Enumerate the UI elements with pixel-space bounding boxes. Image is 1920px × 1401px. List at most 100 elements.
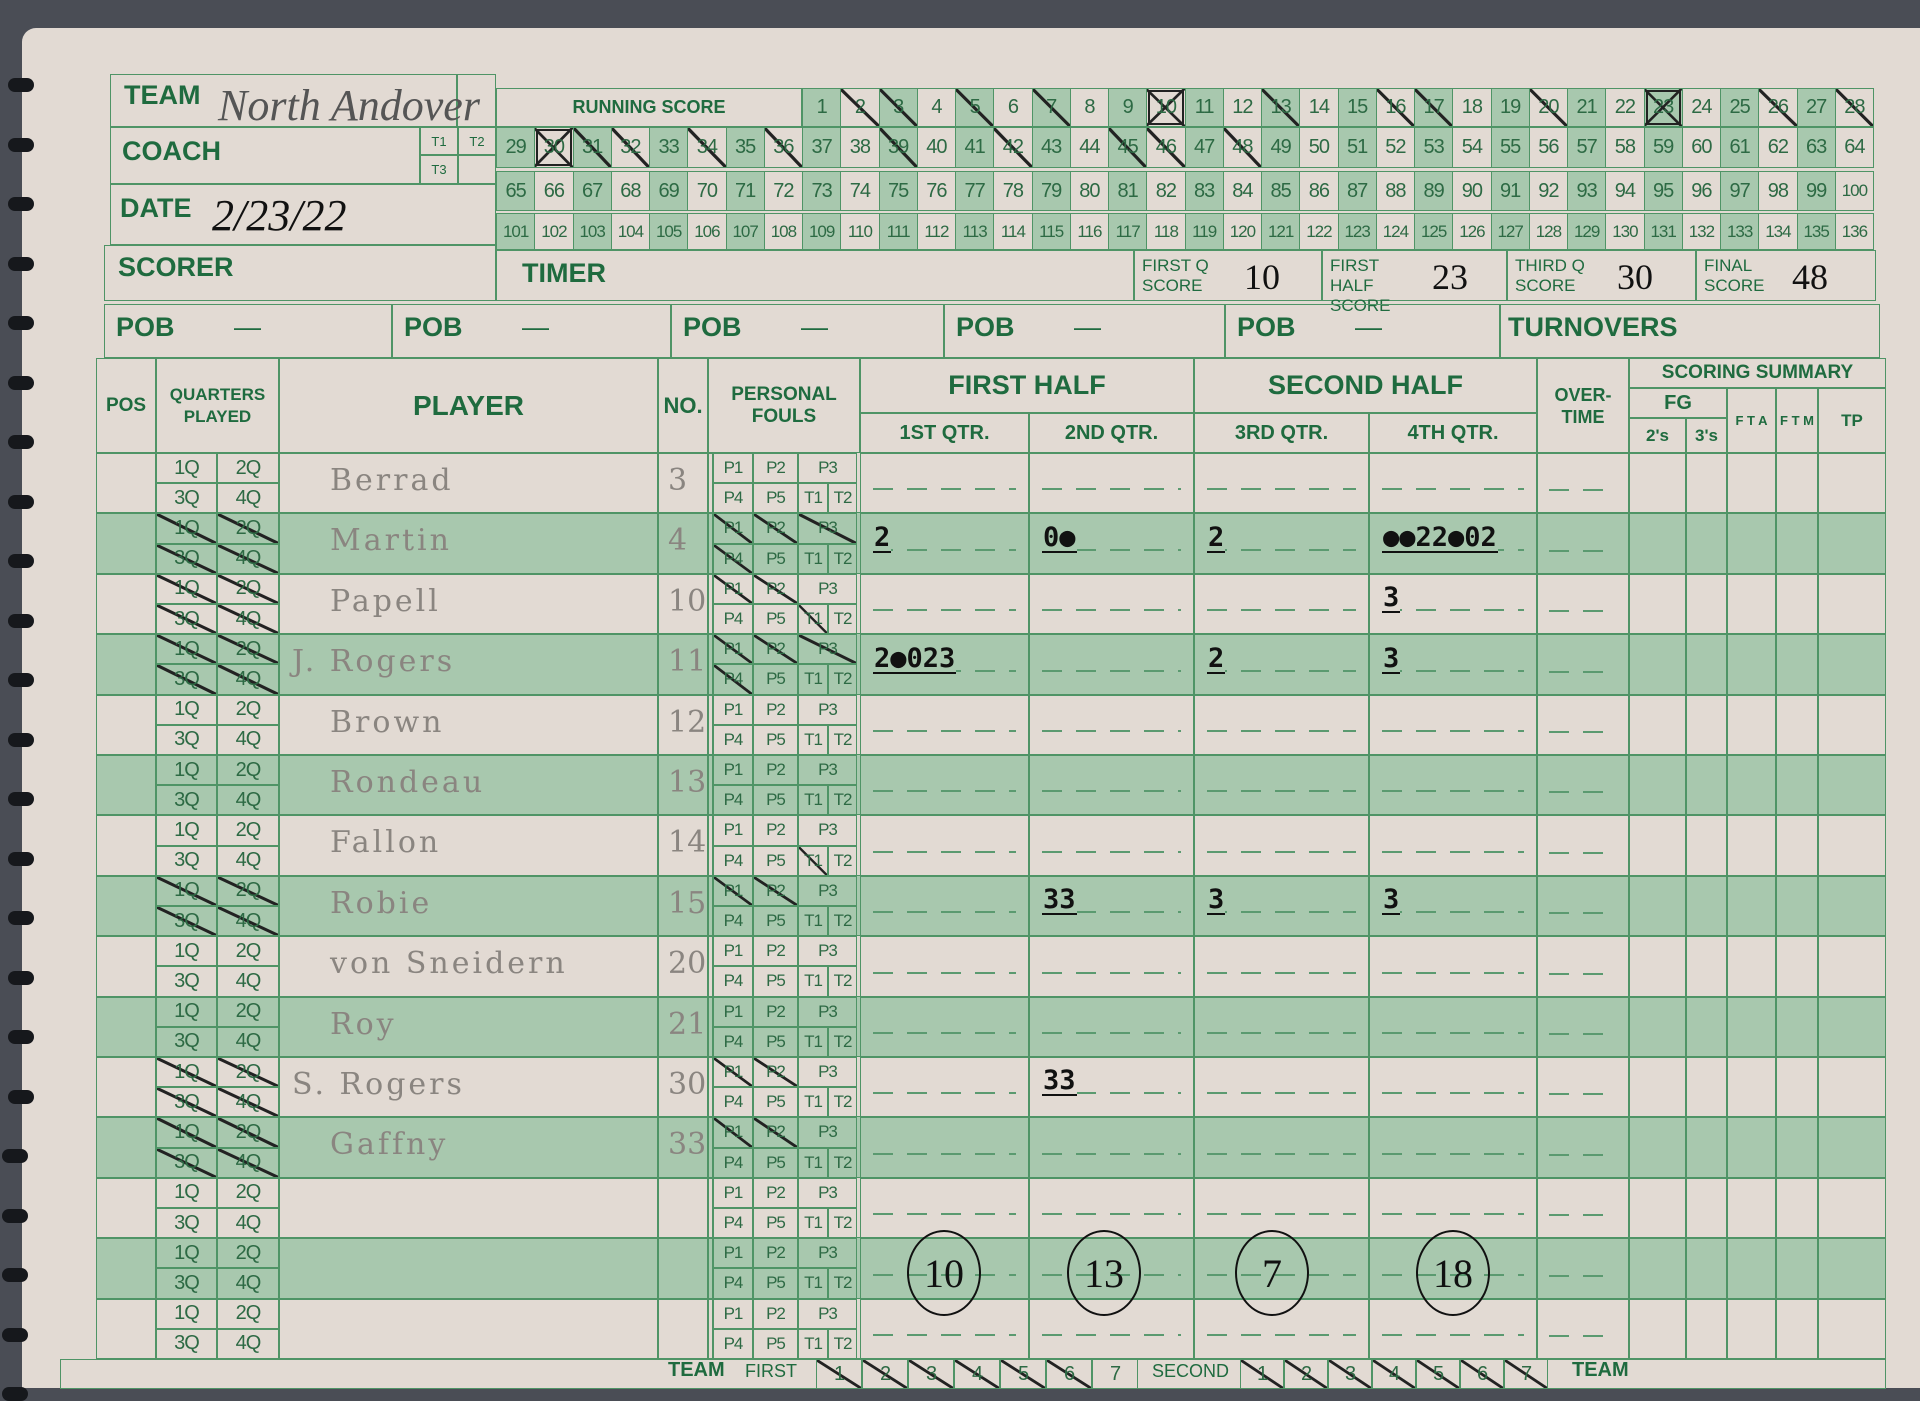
running-score-cell[interactable]: 63 bbox=[1796, 127, 1836, 168]
running-score-cell[interactable]: 48 bbox=[1222, 127, 1262, 168]
running-score-cell[interactable]: 27 bbox=[1796, 88, 1836, 127]
quarter-score-cell[interactable] bbox=[1369, 936, 1537, 997]
foul-P3[interactable]: P3 bbox=[798, 1057, 857, 1088]
quarter-score-cell[interactable] bbox=[1029, 755, 1194, 816]
running-score-cell[interactable]: 106 bbox=[687, 213, 727, 250]
running-score-cell[interactable]: 13 bbox=[1261, 88, 1301, 127]
foul-P3[interactable]: P3 bbox=[798, 875, 857, 906]
foul-T2[interactable]: T2 bbox=[828, 1268, 857, 1299]
running-score-cell[interactable]: 58 bbox=[1605, 127, 1645, 168]
running-score-cell[interactable]: 82 bbox=[1146, 171, 1186, 211]
running-score-cell[interactable]: 6 bbox=[993, 88, 1033, 127]
quarter-played-1Q[interactable]: 1Q bbox=[156, 634, 217, 665]
quarter-played-3Q[interactable]: 3Q bbox=[156, 1026, 217, 1057]
foul-P4[interactable]: P4 bbox=[713, 785, 753, 816]
quarter-played-2Q[interactable]: 2Q bbox=[217, 694, 279, 725]
quarter-score-cell[interactable] bbox=[860, 996, 1029, 1057]
running-score-cell[interactable]: 74 bbox=[840, 171, 880, 211]
quarter-played-1Q[interactable]: 1Q bbox=[156, 694, 217, 725]
team-foul-second-6[interactable]: 6 bbox=[1460, 1359, 1504, 1389]
running-score-cell[interactable]: 112 bbox=[916, 213, 956, 250]
running-score-cell[interactable]: 30 bbox=[534, 127, 574, 168]
quarter-score-cell[interactable]: 3 bbox=[1369, 634, 1537, 695]
quarter-played-1Q[interactable]: 1Q bbox=[156, 755, 217, 786]
quarter-score-cell[interactable] bbox=[860, 815, 1029, 876]
running-score-cell[interactable]: 113 bbox=[955, 213, 995, 250]
quarter-score-cell[interactable] bbox=[1369, 815, 1537, 876]
running-score-cell[interactable]: 64 bbox=[1834, 127, 1874, 168]
foul-P3[interactable]: P3 bbox=[798, 573, 857, 604]
quarter-played-2Q[interactable]: 2Q bbox=[217, 755, 279, 786]
running-score-cell[interactable]: 38 bbox=[840, 127, 880, 168]
running-score-cell[interactable]: 1 bbox=[802, 88, 842, 127]
quarter-score-cell[interactable] bbox=[860, 453, 1029, 514]
quarter-score-cell[interactable] bbox=[1029, 694, 1194, 755]
quarter-played-3Q[interactable]: 3Q bbox=[156, 543, 217, 574]
foul-P2[interactable]: P2 bbox=[753, 996, 798, 1027]
foul-T2[interactable]: T2 bbox=[828, 1026, 857, 1057]
foul-P2[interactable]: P2 bbox=[753, 513, 798, 544]
running-score-cell[interactable]: 26 bbox=[1758, 88, 1798, 127]
quarter-played-2Q[interactable]: 2Q bbox=[217, 996, 279, 1027]
running-score-cell[interactable]: 68 bbox=[610, 171, 650, 211]
quarter-score-cell[interactable]: 2 bbox=[1194, 513, 1369, 574]
foul-T1[interactable]: T1 bbox=[798, 604, 828, 635]
foul-P2[interactable]: P2 bbox=[753, 1298, 798, 1329]
quarter-played-3Q[interactable]: 3Q bbox=[156, 1268, 217, 1299]
running-score-cell[interactable]: 11 bbox=[1184, 88, 1224, 127]
foul-P2[interactable]: P2 bbox=[753, 755, 798, 786]
quarter-score-cell[interactable] bbox=[860, 875, 1029, 937]
foul-P1[interactable]: P1 bbox=[713, 1057, 753, 1088]
quarter-played-3Q[interactable]: 3Q bbox=[156, 1147, 217, 1178]
foul-T2[interactable]: T2 bbox=[828, 664, 857, 695]
foul-P3[interactable]: P3 bbox=[798, 694, 857, 725]
running-score-cell[interactable]: 81 bbox=[1108, 171, 1148, 211]
running-score-cell[interactable]: 115 bbox=[1031, 213, 1071, 250]
foul-P5[interactable]: P5 bbox=[753, 906, 798, 937]
running-score-cell[interactable]: 8 bbox=[1069, 88, 1109, 127]
running-score-cell[interactable]: 46 bbox=[1146, 127, 1186, 168]
running-score-cell[interactable]: 120 bbox=[1222, 213, 1262, 250]
quarter-played-2Q[interactable]: 2Q bbox=[217, 1117, 279, 1148]
foul-T1[interactable]: T1 bbox=[798, 1208, 828, 1239]
running-score-cell[interactable]: 80 bbox=[1069, 171, 1109, 211]
team-foul-first-6[interactable]: 6 bbox=[1046, 1359, 1092, 1389]
team-foul-second-2[interactable]: 2 bbox=[1284, 1359, 1328, 1389]
running-score-cell[interactable]: 75 bbox=[878, 171, 918, 211]
quarter-score-cell[interactable]: 2 bbox=[860, 513, 1029, 574]
quarter-played-4Q[interactable]: 4Q bbox=[217, 543, 279, 574]
running-score-cell[interactable]: 44 bbox=[1069, 127, 1109, 168]
running-score-cell[interactable]: 39 bbox=[878, 127, 918, 168]
foul-T1[interactable]: T1 bbox=[798, 724, 828, 755]
quarter-played-3Q[interactable]: 3Q bbox=[156, 604, 217, 635]
foul-T2[interactable]: T2 bbox=[828, 1328, 857, 1359]
foul-P4[interactable]: P4 bbox=[713, 1268, 753, 1299]
running-score-cell[interactable]: 19 bbox=[1490, 88, 1530, 127]
foul-P4[interactable]: P4 bbox=[713, 483, 753, 514]
running-score-cell[interactable]: 22 bbox=[1605, 88, 1645, 127]
quarter-played-4Q[interactable]: 4Q bbox=[217, 845, 279, 876]
quarter-played-4Q[interactable]: 4Q bbox=[217, 604, 279, 635]
running-score-cell[interactable]: 104 bbox=[610, 213, 650, 250]
quarter-score-cell[interactable] bbox=[1369, 694, 1537, 755]
quarter-score-cell[interactable]: 3 bbox=[1369, 875, 1537, 937]
running-score-cell[interactable]: 2 bbox=[840, 88, 880, 127]
running-score-cell[interactable]: 21 bbox=[1567, 88, 1607, 127]
foul-T2[interactable]: T2 bbox=[828, 604, 857, 635]
running-score-cell[interactable]: 110 bbox=[840, 213, 880, 250]
foul-T1[interactable]: T1 bbox=[798, 966, 828, 997]
quarter-score-cell[interactable] bbox=[1194, 815, 1369, 876]
quarter-score-cell[interactable]: 2 bbox=[1194, 634, 1369, 695]
foul-P2[interactable]: P2 bbox=[753, 453, 798, 484]
foul-P4[interactable]: P4 bbox=[713, 1026, 753, 1057]
quarter-score-cell[interactable] bbox=[1029, 936, 1194, 997]
quarter-score-cell[interactable] bbox=[860, 755, 1029, 816]
foul-P1[interactable]: P1 bbox=[713, 996, 753, 1027]
team-foul-second-5[interactable]: 5 bbox=[1416, 1359, 1460, 1389]
running-score-cell[interactable]: 101 bbox=[496, 213, 536, 250]
running-score-cell[interactable]: 3 bbox=[878, 88, 918, 127]
foul-P5[interactable]: P5 bbox=[753, 664, 798, 695]
quarter-played-2Q[interactable]: 2Q bbox=[217, 1298, 279, 1329]
running-score-cell[interactable]: 132 bbox=[1681, 213, 1721, 250]
quarter-played-1Q[interactable]: 1Q bbox=[156, 936, 217, 967]
